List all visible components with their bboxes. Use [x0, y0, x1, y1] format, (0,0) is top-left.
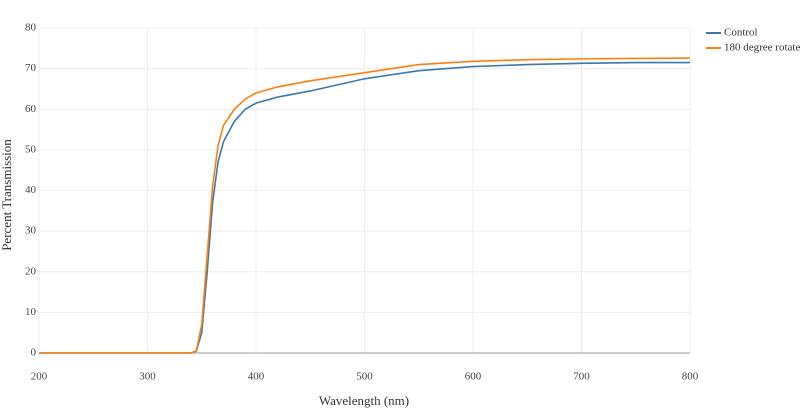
- x-tick-label: 400: [248, 371, 265, 383]
- y-tick-label: 20: [25, 265, 37, 277]
- x-tick-label: 200: [31, 371, 48, 383]
- y-tick-label: 50: [25, 143, 37, 155]
- y-tick-label: 30: [25, 225, 37, 237]
- legend-label[interactable]: 180 degree rotate: [724, 42, 800, 54]
- x-tick-label: 700: [573, 371, 590, 383]
- y-tick-label: 70: [25, 62, 37, 74]
- y-tick-label: 60: [25, 103, 37, 115]
- y-axis-title: Percent Transmission: [0, 139, 14, 251]
- y-tick-label: 10: [25, 306, 37, 318]
- y-tick-label: 40: [25, 184, 37, 196]
- series-line: [39, 57, 691, 354]
- x-axis-title: Wavelength (nm): [319, 393, 409, 408]
- y-tick-label: 0: [31, 347, 37, 359]
- legend-label[interactable]: Control: [724, 27, 758, 39]
- x-tick-label: 300: [139, 371, 156, 383]
- x-tick-label: 800: [682, 371, 699, 383]
- y-tick-label: 80: [25, 22, 37, 34]
- x-tick-label: 500: [356, 371, 373, 383]
- x-tick-label: 600: [465, 371, 482, 383]
